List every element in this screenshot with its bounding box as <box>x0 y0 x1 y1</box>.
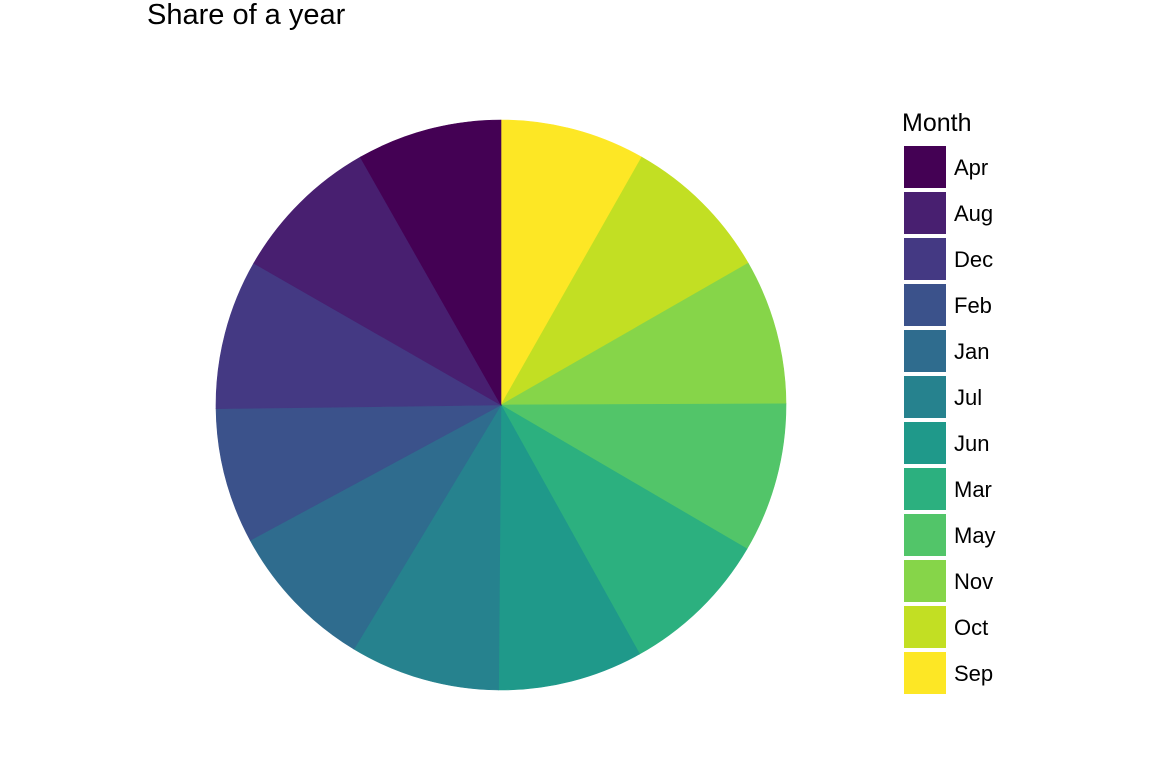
pie-slice-sep <box>500 119 643 407</box>
legend-item-mar: Mar <box>902 468 992 514</box>
pie-slice-oct <box>500 156 749 406</box>
legend-item-apr: Apr <box>902 146 988 192</box>
legend-swatch <box>904 652 946 694</box>
legend-label: May <box>954 523 996 548</box>
legend-item-feb: Feb <box>902 284 992 330</box>
legend-item-jan: Jan <box>902 330 989 376</box>
pie-slices <box>215 119 787 691</box>
legend-label: Dec <box>954 247 994 272</box>
pie-slice-may <box>499 403 787 550</box>
pie-slice-mar <box>500 404 748 655</box>
legend-label: Aug <box>954 201 994 226</box>
pie-slice-aug <box>253 156 502 406</box>
legend-swatch <box>904 376 946 418</box>
legend-item-oct: Oct <box>902 606 988 652</box>
legend-items: Apr Aug Dec Feb Jan Jul Jun Mar May Nov Oct Sep <box>902 146 996 698</box>
legend-label: Feb <box>954 293 992 318</box>
legend-label: Oct <box>954 615 989 640</box>
legend-label: Nov <box>954 569 994 594</box>
legend-label: Mar <box>954 477 992 502</box>
legend-swatch <box>904 330 946 372</box>
legend-swatch <box>904 146 946 188</box>
legend-item-may: May <box>902 514 996 560</box>
legend-swatch <box>904 606 946 648</box>
legend-item-nov: Nov <box>902 560 993 606</box>
legend-swatch <box>904 514 946 556</box>
legend-item-dec: Dec <box>902 238 993 284</box>
pie-slice-jan <box>249 404 502 650</box>
legend-item-jul: Jul <box>902 376 982 422</box>
chart-title: Share of a year <box>147 0 346 31</box>
legend-title: Month <box>902 109 972 137</box>
legend-item-jun: Jun <box>902 422 989 468</box>
legend-item-aug: Aug <box>902 192 993 238</box>
pie-slice-jun <box>498 403 640 691</box>
legend: Month Apr Aug Dec Feb Jan Jul Jun Mar May Nov Oct S… <box>902 108 996 698</box>
legend-swatch <box>904 284 946 326</box>
legend-label: Jul <box>954 385 983 410</box>
legend-label: Sep <box>954 661 994 686</box>
legend-label: Jan <box>954 339 990 364</box>
pie-slice-dec <box>215 262 503 409</box>
pie-slice-nov <box>499 262 787 406</box>
legend-swatch <box>904 192 946 234</box>
pie-slice-jul <box>353 403 502 691</box>
legend-swatch <box>904 238 946 280</box>
legend-swatch <box>904 468 946 510</box>
legend-label: Apr <box>954 155 989 180</box>
pie-slice-feb <box>215 404 502 541</box>
pie-slice-apr <box>359 119 502 407</box>
legend-item-sep: Sep <box>902 652 993 698</box>
legend-label: Jun <box>954 431 990 456</box>
legend-swatch <box>904 422 946 464</box>
legend-swatch <box>904 560 946 602</box>
